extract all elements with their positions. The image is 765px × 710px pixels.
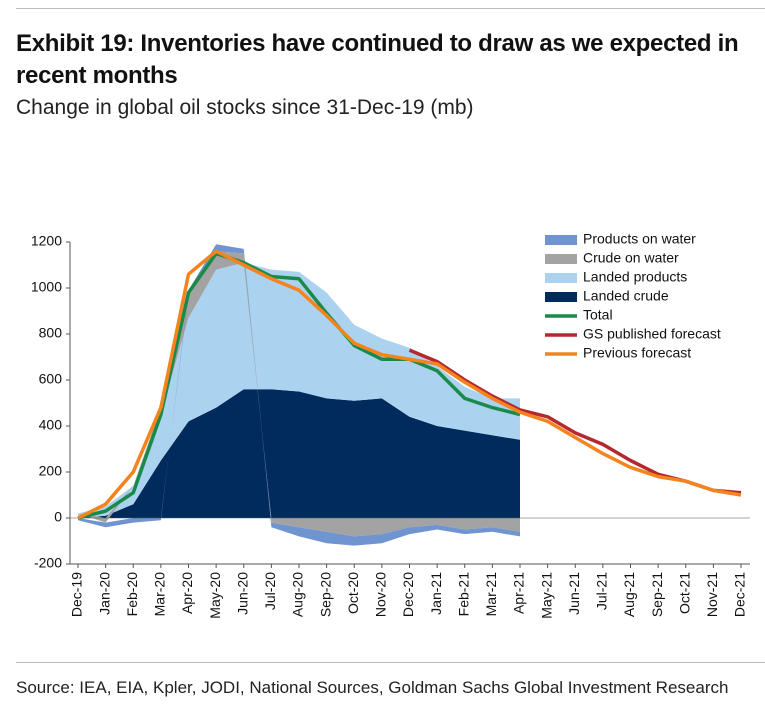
legend-label: Landed crude xyxy=(583,288,669,304)
x-tick-label: Mar-20 xyxy=(152,572,168,617)
x-tick-label: Apr-20 xyxy=(179,572,195,614)
x-tick-label: Oct-20 xyxy=(345,572,361,614)
x-tick-label: Apr-21 xyxy=(511,572,527,614)
y-tick-label: 1000 xyxy=(31,279,62,295)
x-tick-label: Jan-20 xyxy=(96,572,112,615)
bottom-rule xyxy=(16,662,765,663)
x-tick-label: Aug-21 xyxy=(621,572,637,617)
x-tick-label: May-20 xyxy=(207,572,223,619)
x-tick-label: Dec-19 xyxy=(69,572,85,617)
legend-label: Landed products xyxy=(583,269,687,285)
y-tick-label: 800 xyxy=(39,325,63,341)
top-rule xyxy=(16,8,765,9)
x-tick-label: Jun-21 xyxy=(566,572,582,615)
chart-subtitle: Change in global oil stocks since 31-Dec… xyxy=(16,96,474,119)
legend-label: Products on water xyxy=(583,231,696,247)
x-tick-label: Mar-21 xyxy=(483,572,499,617)
x-tick-label: Jul-21 xyxy=(594,572,610,610)
legend-label: Total xyxy=(583,307,613,323)
x-tick-label: Sep-20 xyxy=(317,572,333,617)
y-tick-label: 200 xyxy=(39,463,63,479)
x-tick-label: Dec-21 xyxy=(732,572,748,617)
legend-label: Previous forecast xyxy=(583,345,691,361)
line xyxy=(77,251,521,520)
x-tick-label: Feb-21 xyxy=(455,572,471,617)
y-tick-label: 600 xyxy=(39,371,63,387)
chart: -200 0 200 400 600 800 1000 1200 Dec-19 Jan-20 Feb… xyxy=(31,231,750,619)
legend-swatch xyxy=(545,292,577,302)
x-tick-label: Nov-20 xyxy=(373,572,389,617)
source-note: Source: IEA, EIA, Kpler, JODI, National … xyxy=(16,678,729,697)
line xyxy=(77,249,742,520)
legend-swatch xyxy=(545,235,577,245)
x-tick-label: Jan-21 xyxy=(428,572,444,615)
legend-swatch xyxy=(545,254,577,264)
x-tick-label: Nov-21 xyxy=(704,572,720,617)
y-tick-label: 1200 xyxy=(31,233,62,249)
y-tick-label: -200 xyxy=(34,555,62,571)
y-tick-label: 0 xyxy=(54,509,62,525)
x-tick-label: Feb-20 xyxy=(124,572,140,617)
x-tick-label: Sep-21 xyxy=(649,572,665,617)
y-tick-label: 400 xyxy=(39,417,63,433)
legend-label: GS published forecast xyxy=(583,326,721,342)
x-tick-label: Jul-20 xyxy=(262,572,278,610)
x-tick-label: Dec-20 xyxy=(400,572,416,617)
area xyxy=(78,389,520,518)
x-tick-label: Aug-20 xyxy=(290,572,306,617)
x-tick-label: Oct-21 xyxy=(676,572,692,614)
x-tick-label: Jun-20 xyxy=(234,572,250,615)
x-tick-label: May-21 xyxy=(538,572,554,619)
legend-label: Crude on water xyxy=(583,250,679,266)
chart-title: Exhibit 19: Inventories have continued t… xyxy=(16,30,739,89)
legend-swatch xyxy=(545,273,577,283)
area xyxy=(78,262,520,518)
